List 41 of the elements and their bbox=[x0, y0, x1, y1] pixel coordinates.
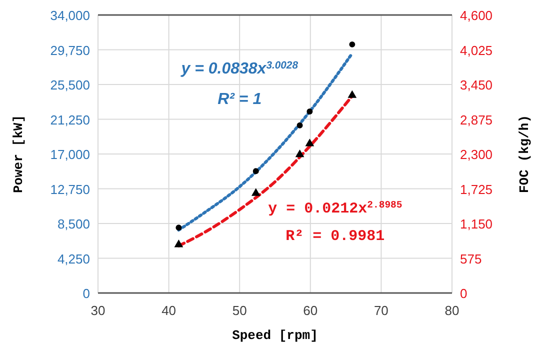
y-tick-label: 0 bbox=[82, 286, 90, 301]
point bbox=[176, 224, 182, 231]
x-tick-label: 50 bbox=[232, 303, 247, 318]
y2-tick-label: 2,300 bbox=[460, 147, 493, 162]
point bbox=[174, 240, 184, 248]
point bbox=[296, 122, 303, 128]
x-tick-label: 30 bbox=[90, 303, 106, 318]
y2-tick-label: 1,150 bbox=[460, 216, 493, 232]
x-axis-title: Speed [rpm] bbox=[232, 328, 318, 343]
y2-tick-label: 0 bbox=[460, 286, 468, 301]
y2-tick-label: 4,025 bbox=[460, 42, 493, 58]
y-tick-label: 4,250 bbox=[57, 251, 90, 266]
x-tick-label: 60 bbox=[303, 303, 318, 318]
y-tick-label: 34,000 bbox=[50, 8, 90, 23]
y2-axis-title: FOC (kg/h) bbox=[517, 114, 532, 194]
point bbox=[252, 168, 259, 174]
y-tick-label: 25,500 bbox=[50, 78, 90, 92]
y-tick-label: 12,750 bbox=[50, 182, 90, 197]
point bbox=[295, 149, 304, 158]
point bbox=[305, 138, 314, 146]
y-tick-label: 29,750 bbox=[50, 42, 90, 58]
x-tick-label: 70 bbox=[374, 303, 388, 318]
point bbox=[251, 188, 260, 196]
y2-tick-label: 2,875 bbox=[460, 112, 493, 128]
annotation: R² = 1 bbox=[218, 90, 262, 108]
annotation: y = 0.0838x$^{3.0028}$ bbox=[180, 60, 298, 78]
y2-tick-label: 4,600 bbox=[460, 8, 493, 23]
annotation: R² = 0.9981 bbox=[286, 228, 385, 246]
y2-tick-label: 3,450 bbox=[460, 78, 493, 92]
x-tick-label: 40 bbox=[162, 303, 176, 318]
x-tick-label: 80 bbox=[444, 303, 460, 318]
y-axis-title: Power [kW] bbox=[11, 114, 26, 194]
y2-tick-label: 1,725 bbox=[460, 182, 493, 197]
y-tick-label: 17,000 bbox=[50, 147, 90, 162]
point bbox=[348, 90, 357, 98]
point bbox=[306, 108, 313, 114]
y-tick-label: 21,250 bbox=[50, 112, 90, 128]
y2-tick-label: 575 bbox=[460, 251, 482, 266]
y-tick-label: 8,500 bbox=[57, 216, 90, 232]
annotation: y = 0.0212x$^{2.8985}$ bbox=[268, 198, 402, 218]
point bbox=[349, 41, 356, 48]
